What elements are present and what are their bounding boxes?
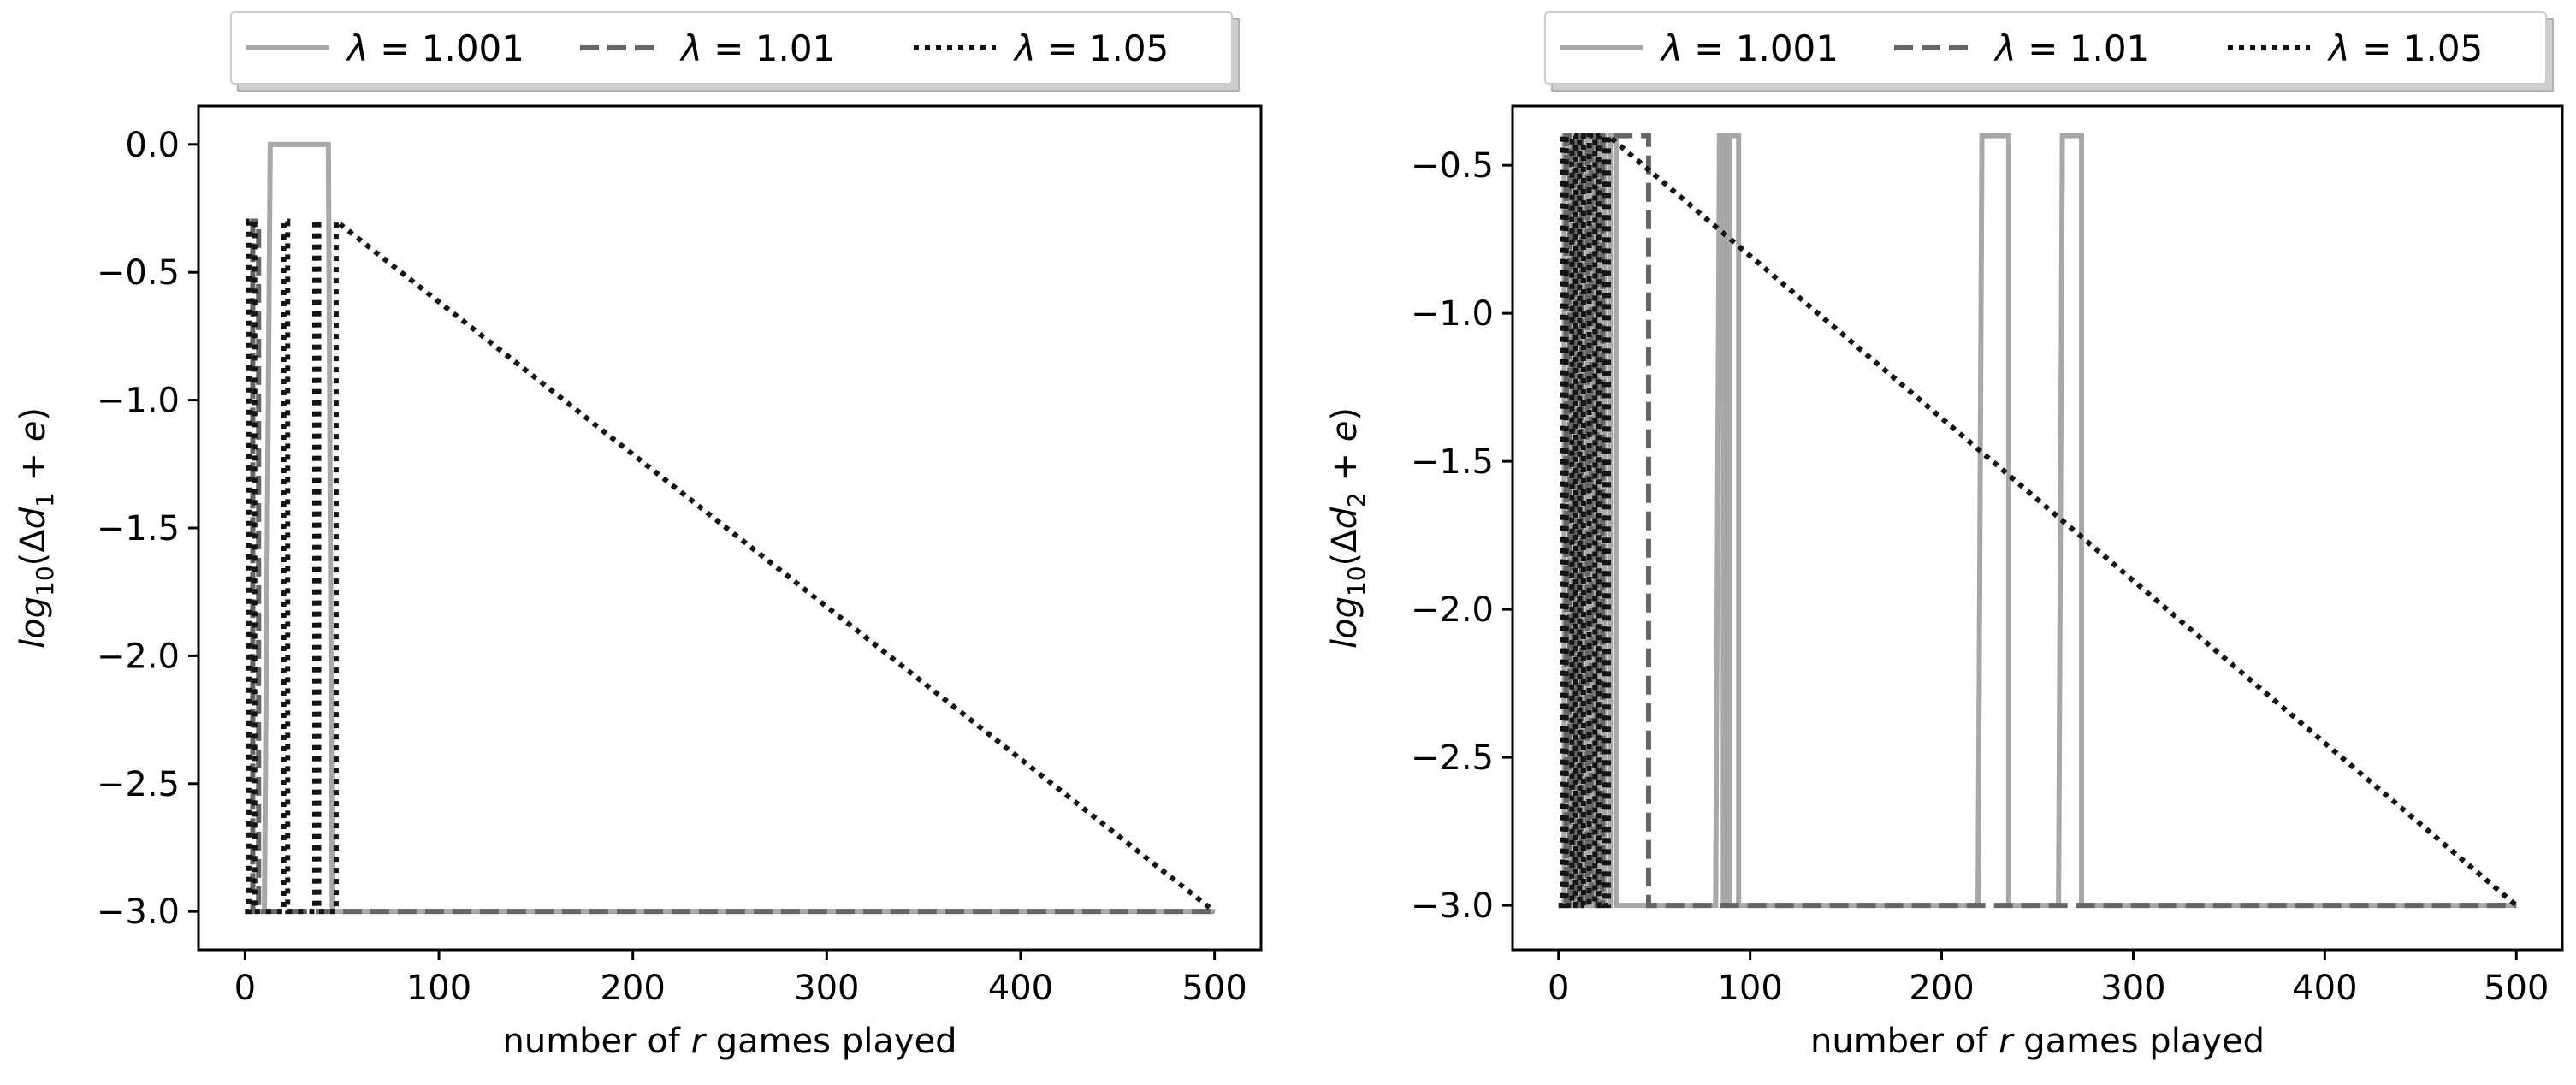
legend-label: λ = 1.01 xyxy=(679,27,835,69)
legend: λ = 1.001 λ = 1.01 λ = 1.05 xyxy=(1544,11,2554,92)
right-chart-panel: 0 100 200 300 400 500 −0.5 −1.0 −1.5 −2.0 −2.5 −3.0… xyxy=(1325,11,2564,1061)
legend-label: λ = 1.05 xyxy=(2327,27,2483,69)
y-tick-label: −3.0 xyxy=(97,892,180,932)
y-tick-label: −1.5 xyxy=(1411,442,1494,482)
left-chart-panel: 0 100 200 300 400 500 0.0 −0.5 −1.0 −1.5 −2.0 −2.5 −… xyxy=(14,11,1263,1061)
x-tick-label: 200 xyxy=(1909,969,1974,1008)
y-tick-label: −0.5 xyxy=(1411,146,1494,186)
plot-frame xyxy=(1511,104,2564,952)
y-axis-label: log10(Δd2 + e) xyxy=(1325,407,1371,649)
x-axis-label: number of r games played xyxy=(502,1022,956,1061)
y-tick-label: −1.0 xyxy=(1411,294,1494,334)
legend-label: λ = 1.001 xyxy=(1660,27,1839,69)
x-tick-label: 100 xyxy=(1717,969,1782,1008)
x-tick-label: 400 xyxy=(988,969,1053,1008)
y-tick-label: −1.5 xyxy=(97,509,180,548)
series-line-2 xyxy=(245,218,1215,915)
x-tick-label: 400 xyxy=(2292,969,2357,1008)
series-line-3 xyxy=(1558,130,2519,909)
x-tick-label: 500 xyxy=(1181,969,1247,1008)
series-line-2 xyxy=(1558,133,2517,909)
y-tick-label: −2.5 xyxy=(97,765,180,804)
legend-box xyxy=(1544,11,2547,85)
x-tick-label: 0 xyxy=(1548,969,1569,1008)
legend-box xyxy=(230,11,1233,85)
series-line-1 xyxy=(1558,133,2517,909)
legend: λ = 1.001 λ = 1.01 λ = 1.05 xyxy=(230,11,1240,92)
x-axis-label: number of r games played xyxy=(1810,1022,2265,1061)
x-tick-label: 300 xyxy=(2100,969,2165,1008)
y-tick-label: −0.5 xyxy=(97,253,180,293)
legend-label: λ = 1.01 xyxy=(1993,27,2149,69)
x-tick-label: 500 xyxy=(2484,969,2549,1008)
y-tick-label: −3.0 xyxy=(1411,886,1494,926)
x-tick-label: 0 xyxy=(234,969,256,1008)
x-tick-label: 100 xyxy=(406,969,471,1008)
series-group xyxy=(245,141,1217,915)
y-axis-label: log10(Δd1 + e) xyxy=(14,407,59,649)
y-tick-label: −1.0 xyxy=(97,382,180,421)
series-group xyxy=(1558,130,2519,909)
y-tick-label: −2.5 xyxy=(1411,738,1494,778)
legend-label: λ = 1.001 xyxy=(346,27,524,69)
y-tick-label: −2.0 xyxy=(97,637,180,676)
legend-label: λ = 1.05 xyxy=(1013,27,1169,69)
series-line-3 xyxy=(245,216,1217,915)
x-tick-label: 200 xyxy=(600,969,665,1008)
y-tick-label: 0.0 xyxy=(125,126,180,165)
x-tick-label: 300 xyxy=(794,969,859,1008)
y-tick-label: −2.0 xyxy=(1411,590,1494,630)
